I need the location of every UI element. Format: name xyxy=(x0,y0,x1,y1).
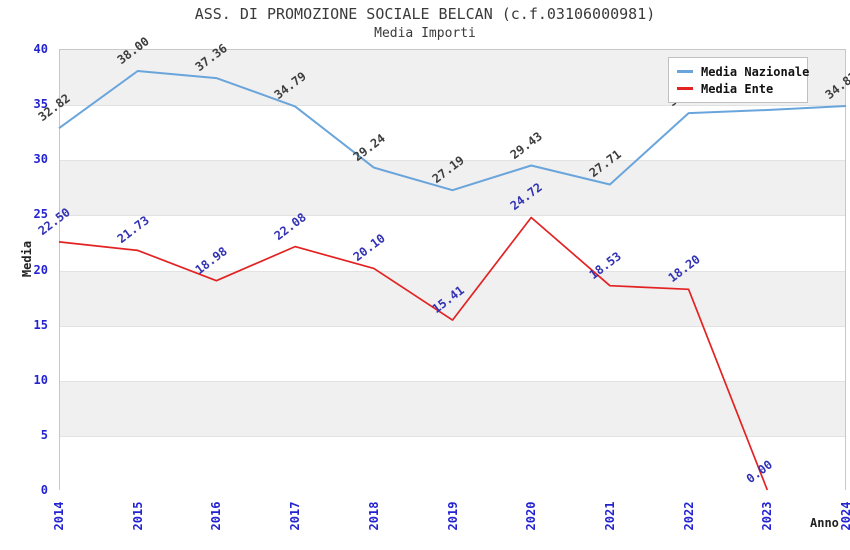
y-tick-label: 0 xyxy=(40,483,48,497)
y-tick-label: 35 xyxy=(33,97,48,112)
y-tick-label: 10 xyxy=(33,372,48,387)
chart-subtitle: Media Importi xyxy=(374,26,476,41)
y-tick-label: 30 xyxy=(33,152,48,167)
x-tick-label: 2022 xyxy=(681,501,696,531)
y-tick-label: 20 xyxy=(33,262,48,277)
legend-item-media-nazionale: Media Nazionale xyxy=(677,65,809,79)
x-tick-label: 2018 xyxy=(366,501,381,531)
legend-item-media-ente: Media Ente xyxy=(677,82,799,96)
y-tick-label: 40 xyxy=(33,42,48,56)
legend-line-swatch-red xyxy=(677,87,693,90)
legend-label: Media Ente xyxy=(701,81,774,96)
gridline xyxy=(60,215,845,217)
band xyxy=(60,435,845,491)
x-axis-title: Anno xyxy=(810,516,839,530)
legend-line-swatch-blue xyxy=(677,70,693,73)
x-tick-label: 2023 xyxy=(760,501,775,531)
gridline xyxy=(60,435,845,437)
chart-title: ASS. DI PROMOZIONE SOCIALE BELCAN (c.f.0… xyxy=(194,5,656,23)
y-tick-label: 5 xyxy=(40,427,48,442)
gridline xyxy=(60,105,845,107)
band xyxy=(60,105,845,161)
plot-area xyxy=(59,49,846,491)
legend: Media Nazionale Media Ente xyxy=(668,57,809,103)
x-tick-label: 2021 xyxy=(602,501,617,531)
gridline xyxy=(60,380,845,382)
gridline xyxy=(60,325,845,327)
x-tick-label: 2016 xyxy=(209,501,224,531)
y-axis-title: Media xyxy=(20,240,34,278)
band xyxy=(60,325,845,381)
x-tick-label: 2024 xyxy=(839,501,850,531)
x-tick-label: 2015 xyxy=(130,501,145,531)
x-tick-label: 2020 xyxy=(524,501,539,531)
x-tick-label: 2019 xyxy=(445,501,460,531)
x-tick-label: 2017 xyxy=(288,501,303,531)
y-tick-label: 25 xyxy=(33,207,48,222)
band xyxy=(60,215,845,271)
gridline xyxy=(60,270,845,272)
y-tick-label: 15 xyxy=(33,317,48,332)
band xyxy=(60,380,845,436)
legend-label: Media Nazionale xyxy=(701,64,810,79)
x-tick-label: 2014 xyxy=(52,501,66,531)
